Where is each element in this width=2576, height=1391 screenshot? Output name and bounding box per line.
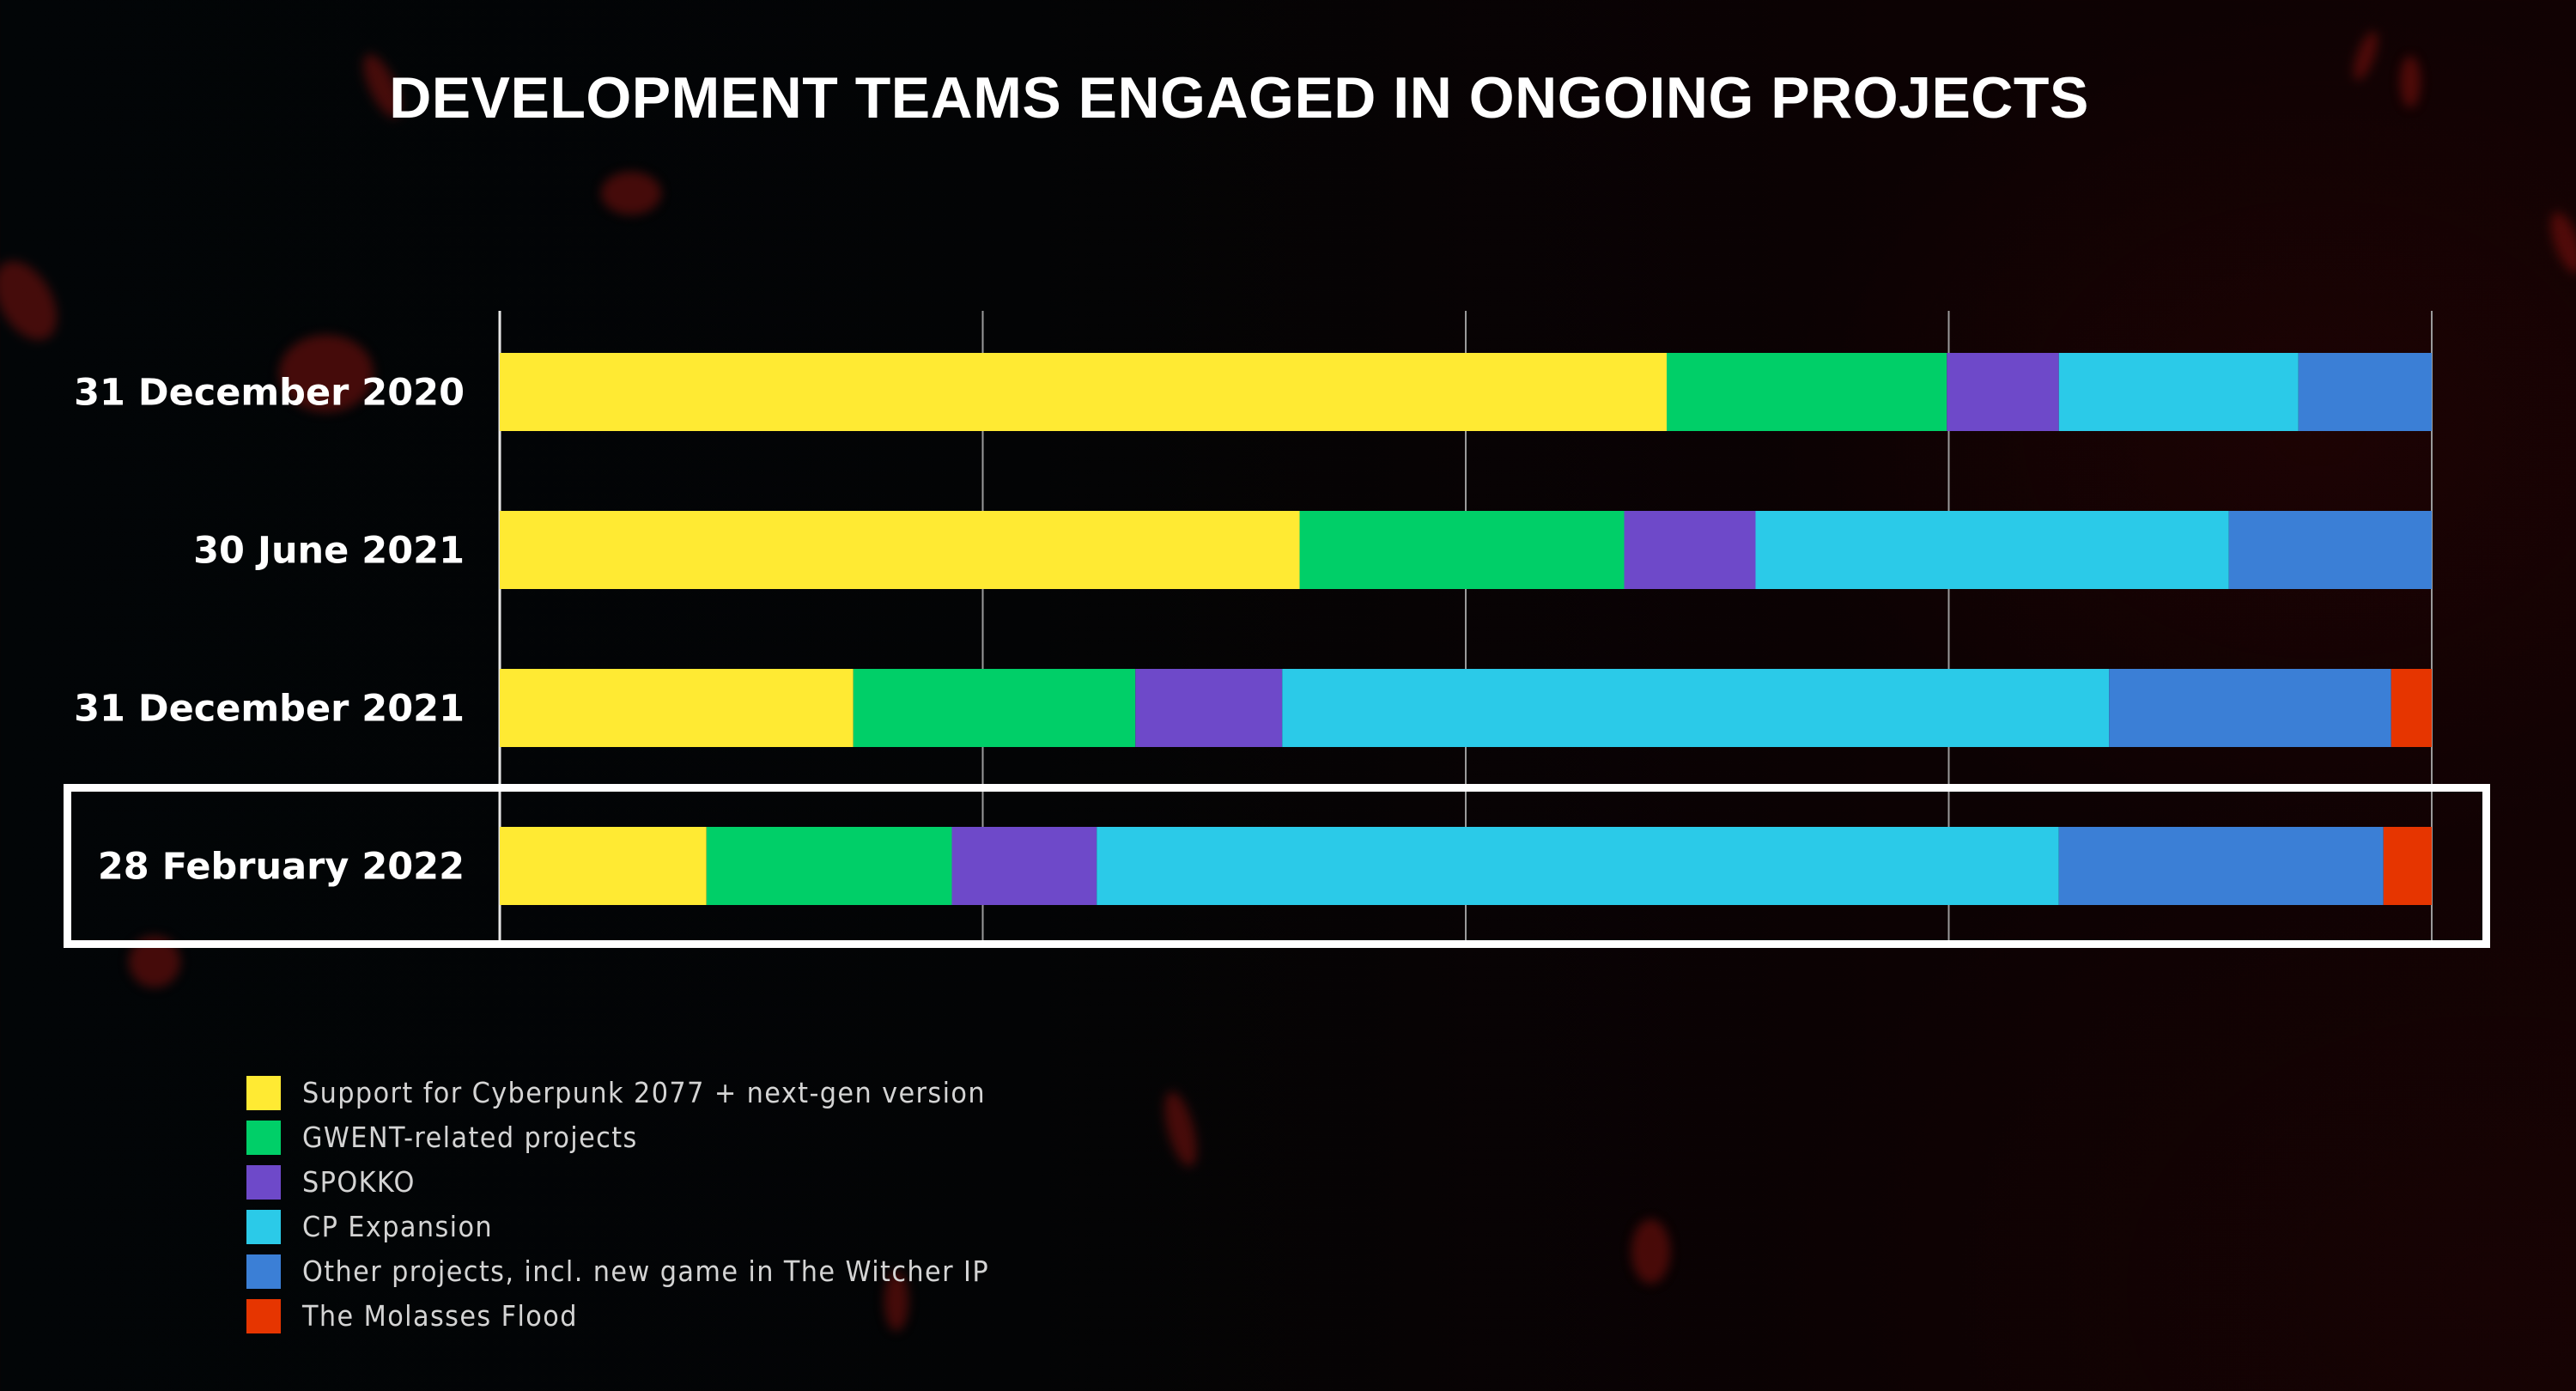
background-particle xyxy=(1631,1219,1670,1284)
legend-swatch xyxy=(246,1076,281,1110)
category-label: 28 February 2022 xyxy=(98,846,465,889)
bar-row: Support for Cyberpunk 2077 + next-gen ve… xyxy=(500,511,2432,589)
legend-item: Other projects, incl. new game in The Wi… xyxy=(246,1254,1049,1289)
bar-segment: CP Expansion: 42.8% xyxy=(1282,669,2110,747)
background-particle xyxy=(2400,56,2421,107)
bar-segment: GWENT-related projects: 14.5% xyxy=(1667,353,1947,431)
bar-segment: CP Expansion: 24.5% xyxy=(1755,511,2229,589)
legend-swatch xyxy=(246,1210,281,1244)
bar-segment: CP Expansion: 12.4% xyxy=(2058,353,2299,431)
bar-segment: SPOKKO: 6.8% xyxy=(1624,511,1756,589)
bar-segment: The Molasses Flood: 2.1% xyxy=(2391,669,2432,747)
legend-label: Support for Cyberpunk 2077 + next-gen ve… xyxy=(302,1076,987,1109)
bar-segment: Other projects, incl. new game in The Wi… xyxy=(2109,669,2391,747)
legend-swatch xyxy=(246,1165,281,1200)
legend-label: CP Expansion xyxy=(302,1210,494,1243)
legend-label: Other projects, incl. new game in The Wi… xyxy=(302,1254,990,1288)
legend-label: SPOKKO xyxy=(302,1165,416,1199)
background-particle xyxy=(279,335,374,412)
legend-item: GWENT-related projects xyxy=(246,1121,1049,1155)
bar-segment: GWENT-related projects: 16.8% xyxy=(1299,511,1625,589)
category-label: 31 December 2021 xyxy=(74,688,465,731)
legend-swatch xyxy=(246,1254,281,1289)
category-label: 30 June 2021 xyxy=(193,530,465,573)
bar-segment: Support for Cyberpunk 2077 + next-gen ve… xyxy=(500,511,1300,589)
legend-swatch xyxy=(246,1121,281,1155)
bar-segment: Other projects, incl. new game in The Wi… xyxy=(2298,353,2432,431)
bars: Support for Cyberpunk 2077 + next-gen ve… xyxy=(500,353,2432,905)
bar-segment: The Molasses Flood: 2.5% xyxy=(2383,827,2432,905)
background-particle xyxy=(884,1271,908,1331)
bar-segment: SPOKKO: 7.5% xyxy=(951,827,1097,905)
bar-segment: SPOKKO: 5.8% xyxy=(1947,353,2059,431)
bar-segment: Support for Cyberpunk 2077 + next-gen ve… xyxy=(500,669,854,747)
bar-segment: SPOKKO: 7.6% xyxy=(1135,669,1283,747)
background-particle xyxy=(601,172,661,215)
legend-item: The Molasses Flood xyxy=(246,1299,1049,1333)
chart-title: DEVELOPMENT TEAMS ENGAGED IN ONGOING PRO… xyxy=(389,65,2089,131)
bar-row: Support for Cyberpunk 2077 + next-gen ve… xyxy=(500,669,2432,747)
highlight-box xyxy=(64,784,2490,948)
legend-item: SPOKKO xyxy=(246,1165,1049,1200)
bar-segment: Other projects, incl. new game in The Wi… xyxy=(2058,827,2384,905)
legend-label: The Molasses Flood xyxy=(302,1299,578,1333)
bar-segment: GWENT-related projects: 12.7% xyxy=(706,827,952,905)
legend-swatch xyxy=(246,1299,281,1333)
bar-segment: Other projects, incl. new game in The Wi… xyxy=(2228,511,2432,589)
bar-segment: GWENT-related projects: 14.6% xyxy=(853,669,1136,747)
legend-item: CP Expansion xyxy=(246,1210,1049,1244)
bar-segment: CP Expansion: 49.8% xyxy=(1097,827,2059,905)
legend-label: GWENT-related projects xyxy=(302,1121,638,1154)
bar-segment: Support for Cyberpunk 2077 + next-gen ve… xyxy=(500,827,707,905)
bar-row: Support for Cyberpunk 2077 + next-gen ve… xyxy=(500,827,2432,905)
legend-item: Support for Cyberpunk 2077 + next-gen ve… xyxy=(246,1076,1049,1110)
category-labels: 31 December 2020 30 June 2021 31 December … xyxy=(74,372,465,889)
category-label: 31 December 2020 xyxy=(74,372,465,415)
legend: Support for Cyberpunk 2077 + next-gen ve… xyxy=(246,1076,1049,1344)
bar-segment: Support for Cyberpunk 2077 + next-gen ve… xyxy=(500,353,1667,431)
bar-row: Support for Cyberpunk 2077 + next-gen ve… xyxy=(500,353,2432,431)
